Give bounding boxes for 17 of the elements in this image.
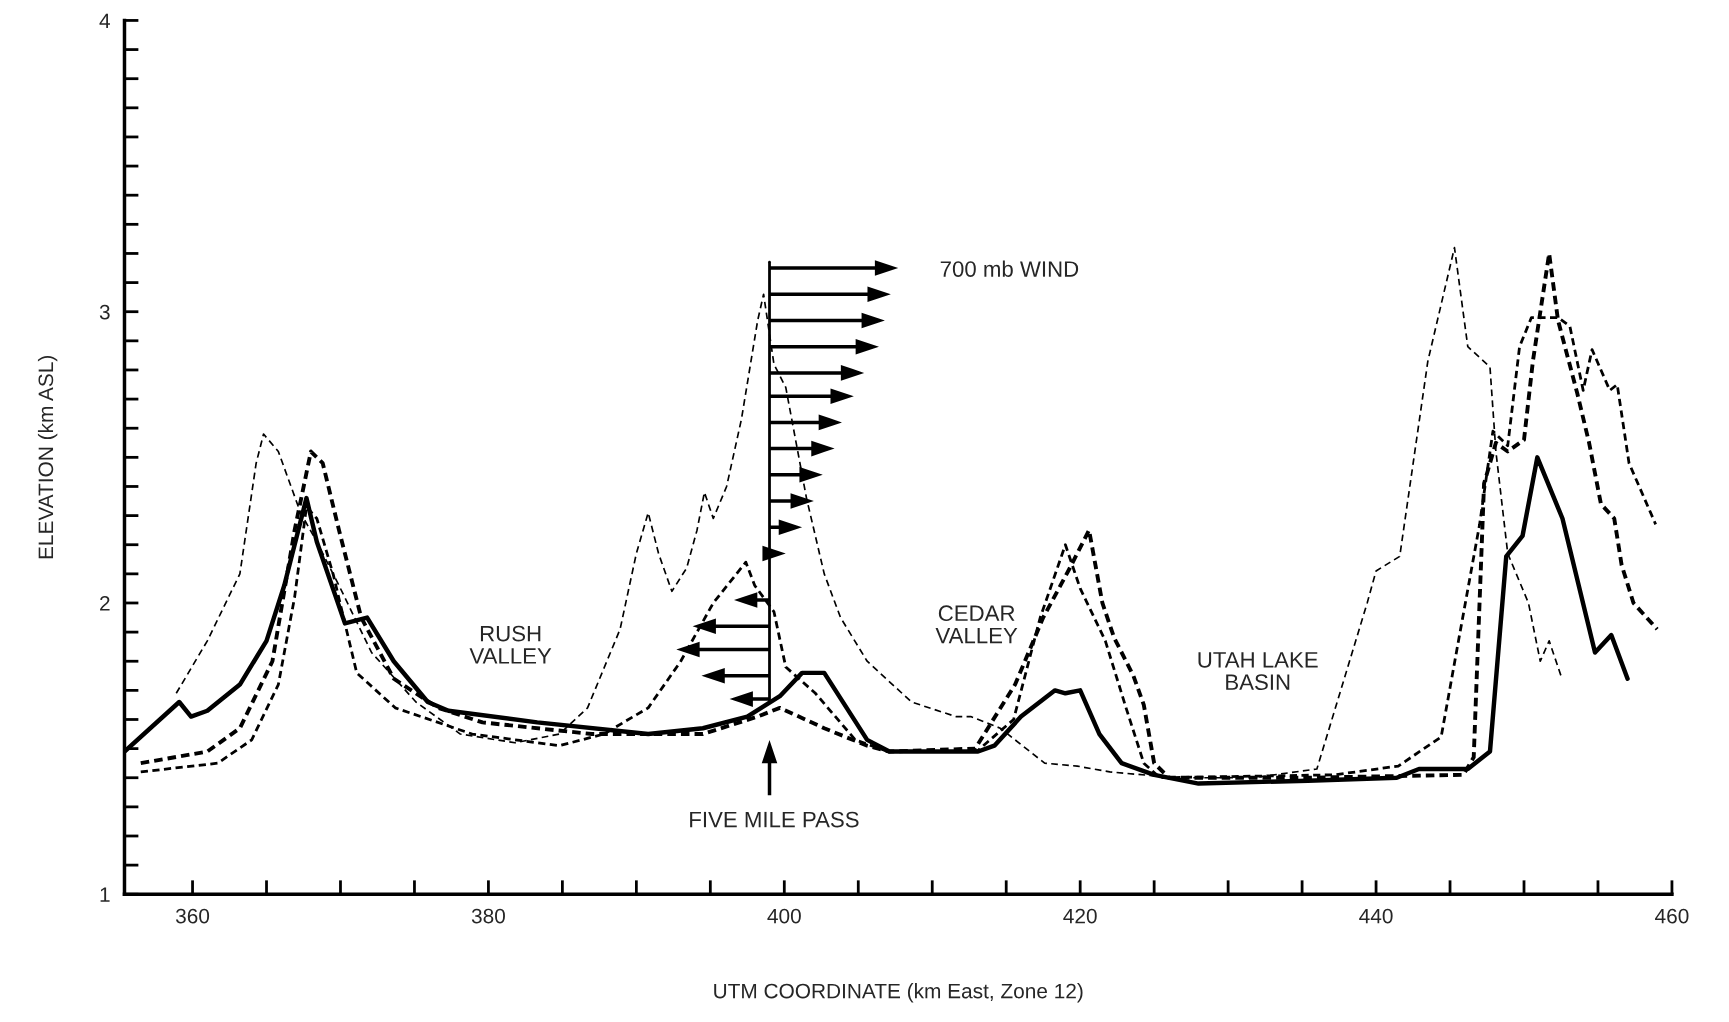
y-tick-label: 2 xyxy=(100,595,110,611)
x-tick-label: 400 xyxy=(767,908,801,924)
y-tick-label: 1 xyxy=(100,887,110,902)
x-tick-label: 380 xyxy=(471,908,505,924)
y-tick-label: 4 xyxy=(99,13,110,28)
annotation: CEDAR VALLEY xyxy=(935,605,1018,644)
y-tick-label: 3 xyxy=(99,304,110,320)
annotation: FIVE MILE PASS xyxy=(690,811,859,828)
annotation: 700 mb WIND xyxy=(940,260,1079,277)
x-tick-label: 460 xyxy=(1655,908,1689,924)
annotation: RUSH VALLEY xyxy=(469,625,552,664)
annotation: UTAH LAKE BASIN xyxy=(1198,652,1318,691)
y-axis-title: ELEVATION (km ASL) xyxy=(37,355,58,559)
x-tick-label: 440 xyxy=(1359,908,1393,924)
x-tick-label: 420 xyxy=(1063,908,1097,924)
x-tick-label: 360 xyxy=(175,908,210,924)
x-axis-title: UTM COORDINATE (km East, Zone 12) xyxy=(714,983,1083,1003)
